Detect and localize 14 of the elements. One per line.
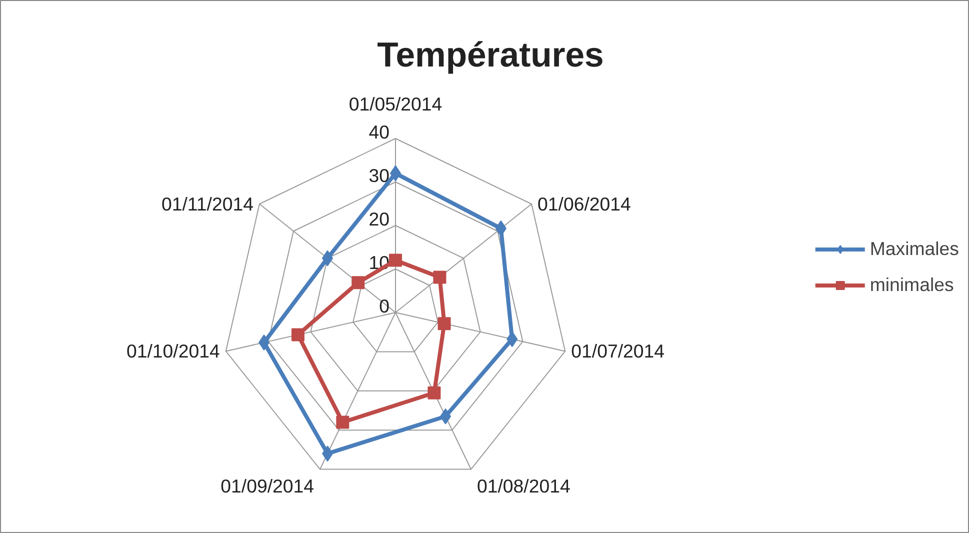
spoke-label: 01/09/2014 — [220, 475, 314, 496]
chart-title: Températures — [377, 36, 604, 74]
legend-label: Maximales — [870, 238, 959, 260]
y-tick-label: 20 — [368, 208, 390, 230]
spoke-label: 01/05/2014 — [348, 94, 442, 114]
spoke-label: 01/11/2014 — [161, 194, 254, 215]
spoke-label: 01/06/2014 — [538, 194, 631, 215]
y-tick-label: 30 — [368, 165, 390, 186]
spoke-label: 01/07/2014 — [571, 340, 665, 362]
spoke-label: 01/10/2014 — [126, 340, 220, 362]
spoke-label: 01/08/2014 — [476, 475, 570, 496]
y-tick-label: 0 — [379, 296, 390, 316]
y-tick-label: 40 — [368, 122, 390, 142]
legend-label: minimales — [870, 274, 954, 296]
